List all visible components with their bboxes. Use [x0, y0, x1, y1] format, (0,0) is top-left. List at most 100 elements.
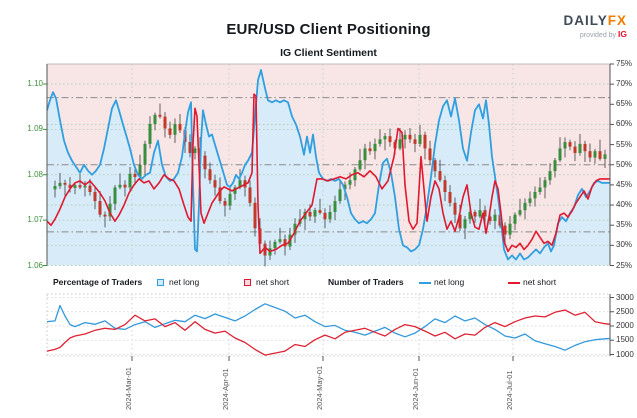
candle-down — [103, 214, 107, 217]
candle-up — [538, 187, 542, 192]
candle-up — [358, 160, 362, 170]
date-tick-label: 2024-Jul-01 — [505, 370, 514, 410]
pct-tick-label: 60% — [616, 119, 633, 129]
candle-up — [383, 136, 387, 140]
candle-down — [483, 210, 487, 217]
candle-up — [333, 201, 337, 212]
price-tick-label: 1.10 — [27, 79, 43, 88]
net-long-square-swatch — [157, 279, 164, 286]
candle-up — [293, 223, 297, 235]
date-tick-label: 2024-May-01 — [315, 365, 324, 410]
pct-tick-label: 55% — [616, 139, 633, 149]
legend-group-percentage: Percentage of Traders — [53, 277, 143, 287]
price-tick-label: 1.09 — [27, 124, 43, 134]
candle-up — [73, 185, 77, 188]
count-tick-label: 2500 — [616, 306, 634, 316]
candle-down — [263, 243, 267, 256]
candle-down — [133, 173, 137, 178]
candle-down — [503, 225, 507, 235]
candle-down — [253, 202, 257, 229]
candle-down — [588, 151, 592, 158]
pct-tick-label: 70% — [616, 79, 633, 89]
candle-up — [478, 210, 482, 217]
pct-tick-label: 45% — [616, 179, 633, 189]
page-title: EUR/USD Client Positioning — [226, 21, 431, 38]
candle-down — [248, 187, 252, 203]
candle-up — [398, 139, 402, 149]
candle-up — [378, 139, 382, 144]
candle-up — [83, 185, 87, 188]
count-tick-label: 3000 — [616, 292, 634, 302]
candle-up — [403, 134, 407, 140]
candle-down — [218, 187, 222, 202]
candle-down — [208, 169, 212, 181]
candle-down — [433, 160, 437, 172]
candle-up — [523, 202, 527, 211]
candle-down — [213, 180, 217, 188]
candle-up — [363, 148, 367, 161]
candle-down — [178, 123, 182, 131]
candle-up — [353, 169, 357, 181]
candle-up — [558, 148, 562, 161]
candle-up — [513, 214, 517, 224]
candle-up — [603, 154, 607, 159]
candle-up — [128, 173, 132, 188]
candle-up — [113, 187, 117, 204]
legend-net-long-count: net long — [434, 277, 465, 287]
candle-up — [148, 123, 152, 144]
pct-tick-label: 65% — [616, 99, 633, 109]
candle-up — [138, 164, 142, 178]
candle-down — [428, 148, 432, 161]
candle-down — [158, 114, 162, 117]
candle-down — [388, 136, 392, 143]
candle-down — [323, 212, 327, 220]
candle-up — [493, 214, 497, 222]
candle-up — [53, 186, 57, 190]
candle-down — [223, 201, 227, 206]
candle-up — [233, 187, 237, 194]
pct-tick-label: 75% — [616, 59, 633, 68]
net-short-line-swatch — [508, 282, 520, 284]
candle-up — [593, 151, 597, 158]
bottom-panel-border — [46, 293, 611, 357]
candle-up — [143, 143, 147, 165]
price-tick-label: 1.06 — [27, 260, 43, 270]
candle-up — [278, 239, 282, 242]
candle-up — [328, 211, 332, 220]
candle-down — [573, 146, 577, 153]
candle-up — [578, 143, 582, 153]
candle-down — [63, 182, 67, 185]
candle-down — [413, 139, 417, 144]
candle-up — [118, 184, 122, 188]
provided-by-ig: provided by IG — [579, 29, 627, 39]
candle-down — [438, 171, 442, 181]
candle-down — [488, 216, 492, 222]
candle-down — [98, 201, 102, 215]
candle-down — [168, 128, 172, 135]
candle-down — [188, 142, 192, 153]
candle-down — [583, 143, 587, 152]
candle-up — [548, 171, 552, 181]
legend-net-short-count: net short — [523, 277, 557, 287]
chart-subtitle: IG Client Sentiment — [280, 47, 377, 59]
candle-up — [528, 198, 532, 203]
candle-down — [443, 180, 447, 192]
candle-up — [273, 241, 277, 249]
pct-tick-label: 50% — [616, 159, 633, 169]
legend-group-number: Number of Traders — [328, 277, 404, 287]
candle-up — [348, 180, 352, 185]
pct-tick-label: 40% — [616, 200, 633, 210]
candle-down — [78, 185, 82, 188]
count-tick-label: 1500 — [616, 335, 634, 345]
net-long-count-line — [46, 303, 611, 351]
net-short-pct-line — [46, 93, 610, 255]
candle-up — [58, 182, 62, 187]
candle-up — [553, 160, 557, 172]
legend-net-short-pct: net short — [256, 277, 290, 287]
dailyfx-logo: DAILYFX provided by IG — [563, 14, 627, 42]
candle-down — [568, 142, 572, 147]
candle-down — [203, 155, 207, 170]
candle-down — [163, 116, 167, 129]
candle-down — [308, 211, 312, 217]
